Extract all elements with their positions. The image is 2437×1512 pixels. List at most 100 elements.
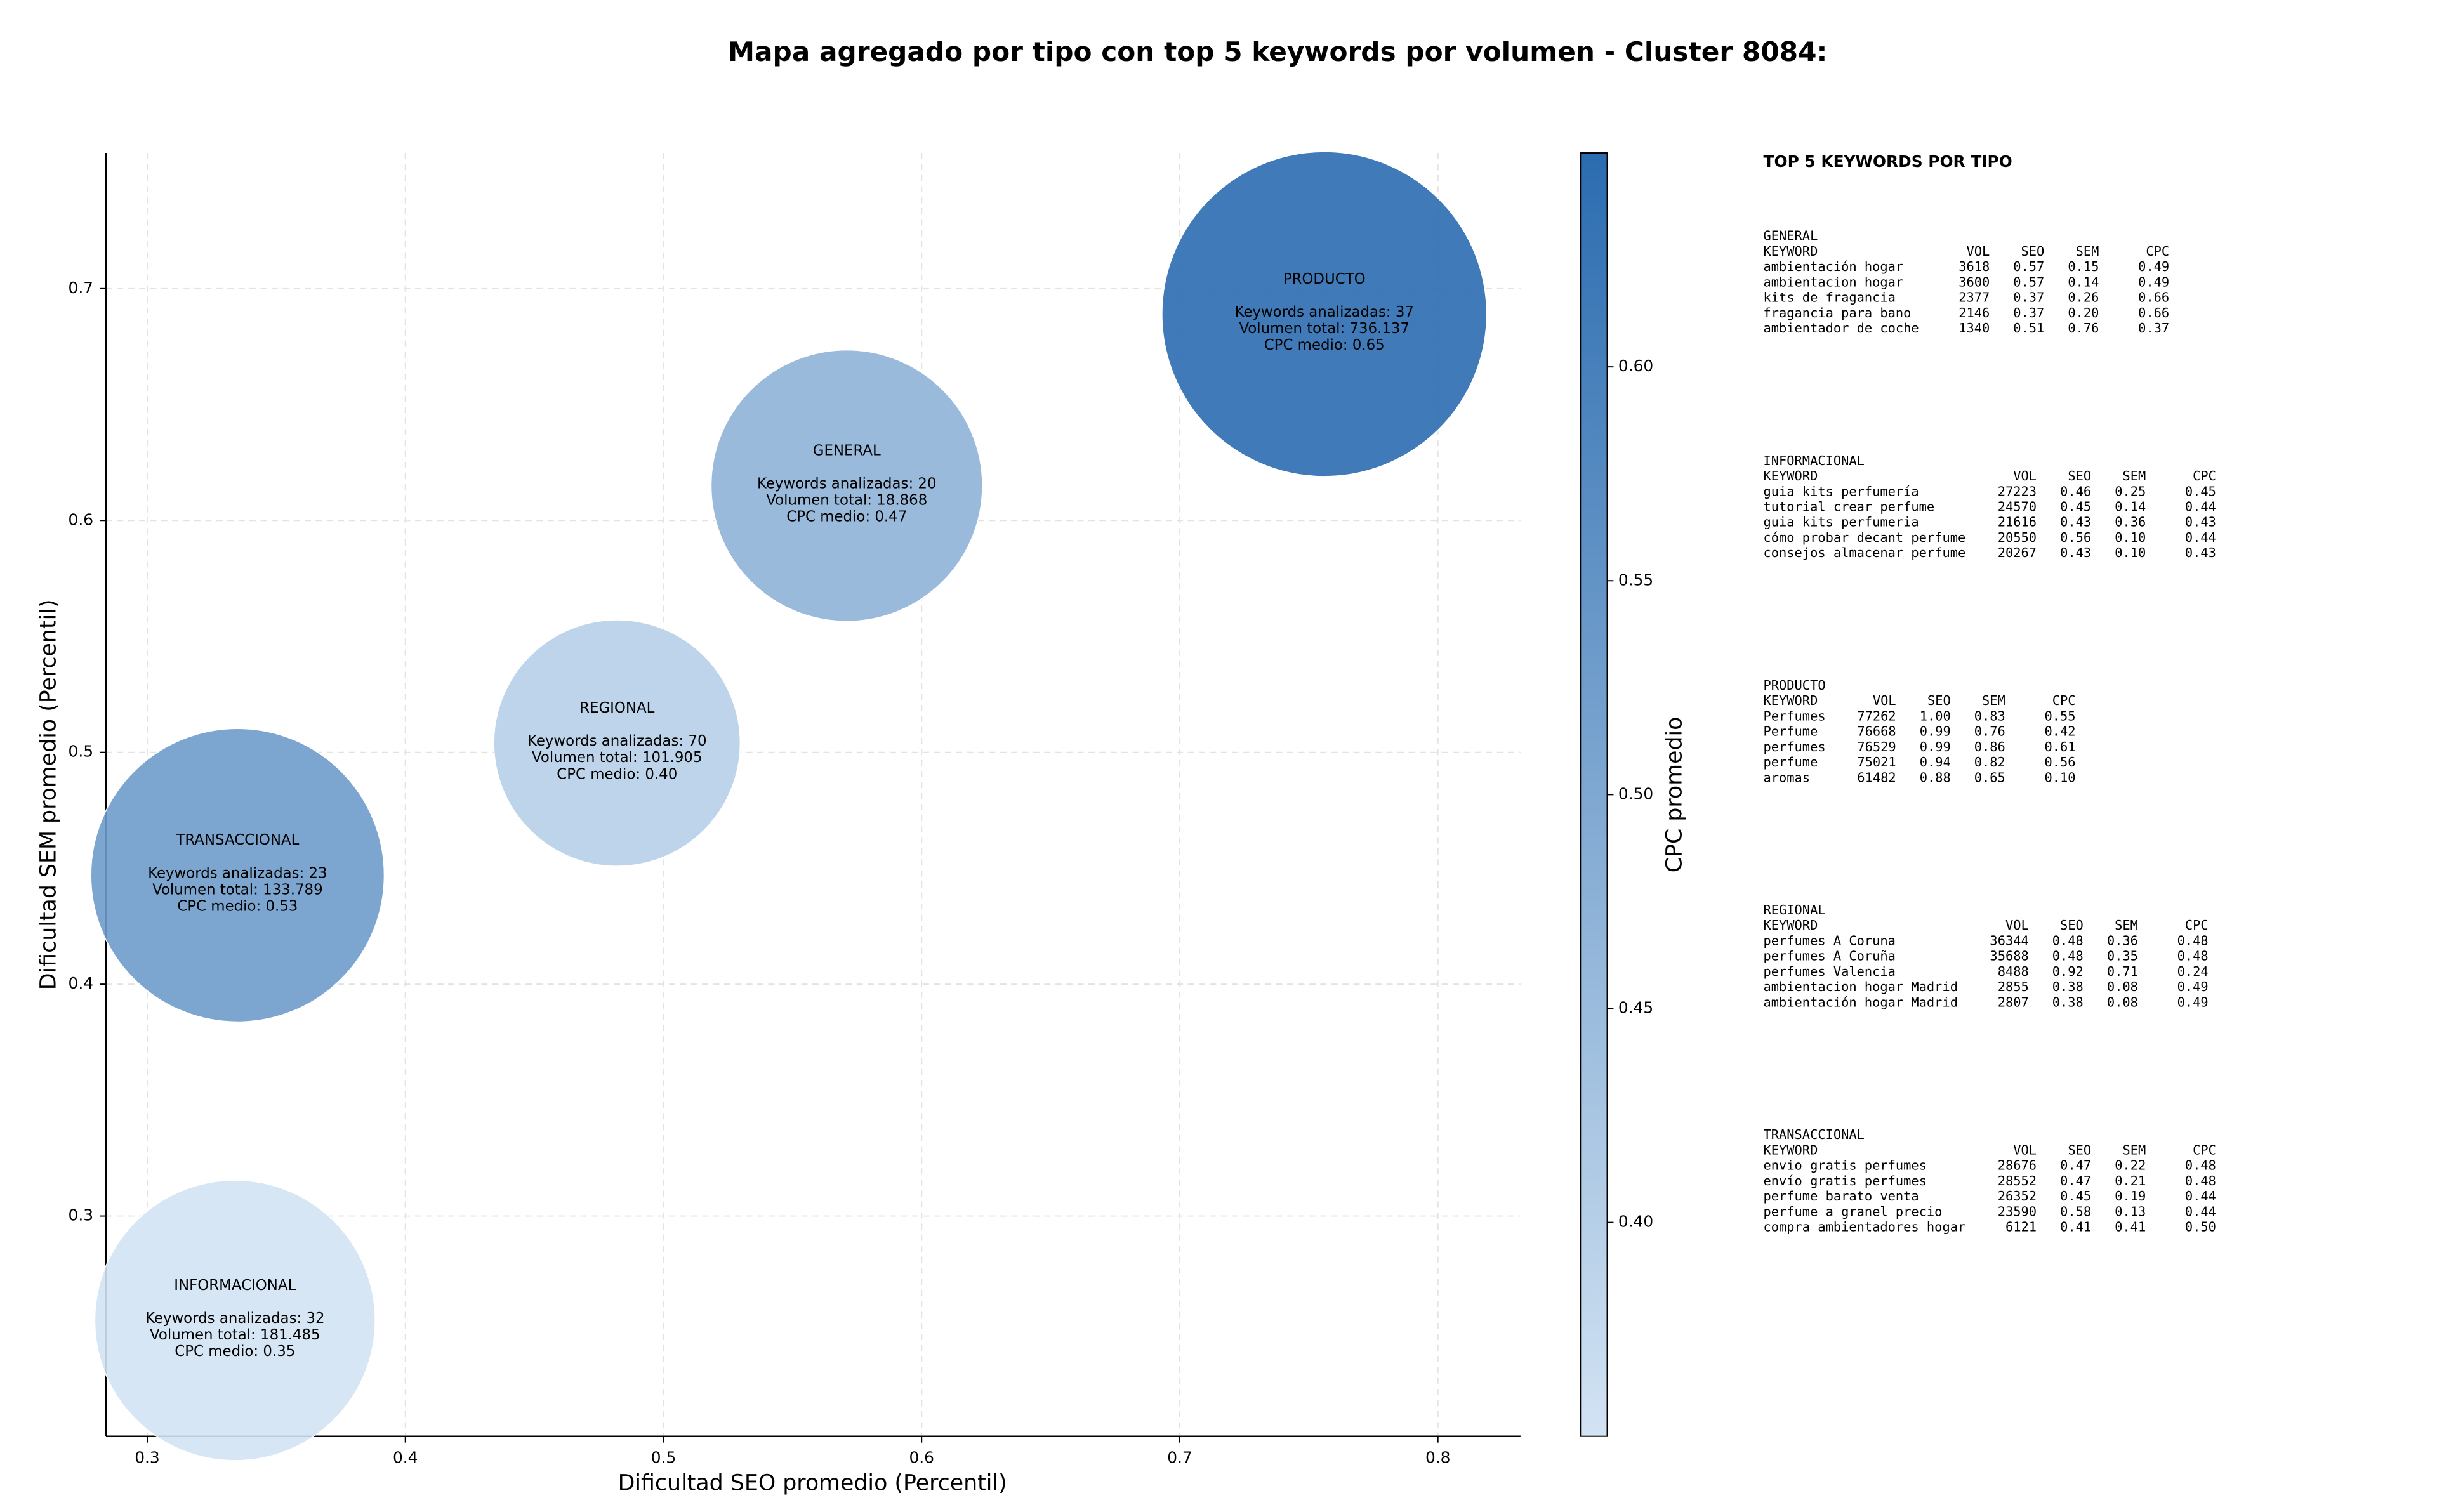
table-cell: 26352 <box>1998 1188 2037 1204</box>
table-cell: 2146 <box>1958 305 1990 320</box>
section-name: GENERAL <box>1764 228 1818 244</box>
table-cell: 28552 <box>1998 1173 2037 1188</box>
bubble-annotation: Keywords analizadas: 23 <box>148 865 327 881</box>
table-cell: 0.51 <box>2013 320 2044 336</box>
table-header: KEYWORD <box>1764 917 1818 933</box>
table-cell: 0.47 <box>2060 1158 2091 1173</box>
table-cell: ambientador de coche <box>1764 320 1919 336</box>
table-cell: guia kits perfumería <box>1764 483 1919 499</box>
table-cell: 0.42 <box>2045 724 2076 739</box>
table-cell: 0.44 <box>2185 499 2216 515</box>
table-cell: 0.48 <box>2177 933 2209 948</box>
bubble-annotation: Volumen total: 133.789 <box>152 881 323 898</box>
table-cell: 0.76 <box>2068 320 2099 336</box>
table-cell: perfume <box>1764 754 1818 770</box>
table-cell: compra ambientadores hogar <box>1764 1219 1966 1234</box>
table-cell: 2377 <box>1958 290 1990 305</box>
table-cell: aromas <box>1764 770 1811 785</box>
table-cell: perfumes A Coruna <box>1764 933 1896 948</box>
table-header: CPC <box>2185 917 2209 933</box>
table-cell: 0.49 <box>2177 979 2209 994</box>
bubble-annotation: CPC medio: 0.53 <box>177 898 298 915</box>
bubble-label: GENERAL <box>813 442 881 459</box>
table-cell: 0.10 <box>2115 530 2146 545</box>
table-cell: 0.76 <box>1974 724 2005 739</box>
table-cell: 0.21 <box>2115 1173 2146 1188</box>
bubble-label: PRODUCTO <box>1283 271 1366 287</box>
bubble-annotation: CPC medio: 0.35 <box>175 1343 295 1360</box>
colorbar-tick-label: 0.60 <box>1618 357 1653 375</box>
table-cell: 0.50 <box>2185 1219 2216 1234</box>
x-tick-label: 0.5 <box>651 1449 677 1467</box>
colorbar-tick-label: 0.50 <box>1618 784 1653 803</box>
table-cell: 0.88 <box>1920 770 1951 785</box>
table-header: KEYWORD <box>1764 1142 1818 1157</box>
section-name: REGIONAL <box>1764 902 1826 917</box>
table-cell: 2807 <box>1998 994 2029 1009</box>
bubble-annotation: Volumen total: 181.485 <box>150 1327 320 1343</box>
table-cell: 1.00 <box>1920 708 1951 723</box>
table-cell: 0.10 <box>2045 770 2076 785</box>
table-cell: 0.43 <box>2060 545 2091 560</box>
table-cell: 0.22 <box>2115 1158 2146 1173</box>
table-cell: perfumes <box>1764 739 1826 754</box>
x-tick-label: 0.8 <box>1425 1449 1451 1467</box>
bubble-annotation: CPC medio: 0.40 <box>557 766 677 782</box>
table-header: SEO <box>2068 1142 2091 1157</box>
table-cell: 0.57 <box>2013 259 2044 274</box>
table-cell: 0.56 <box>2045 754 2076 770</box>
table-header: VOL <box>2013 1142 2037 1157</box>
table-header: KEYWORD <box>1764 468 1818 483</box>
table-header: CPC <box>2052 693 2076 708</box>
table-cell: ambientacion hogar <box>1764 274 1904 289</box>
table-header: SEM <box>2076 244 2099 259</box>
table-cell: 20550 <box>1998 530 2037 545</box>
table-cell: tutorial crear perfume <box>1764 499 1935 515</box>
section-name: PRODUCTO <box>1764 678 1826 693</box>
table-cell: 0.43 <box>2185 545 2216 560</box>
table-cell: 0.58 <box>2060 1204 2091 1219</box>
bubble <box>710 349 983 622</box>
table-header: VOL <box>1966 244 1990 259</box>
bubble-annotation: CPC medio: 0.65 <box>1264 337 1385 353</box>
table-header: SEM <box>1982 693 2005 708</box>
table-cell: 0.49 <box>2177 994 2209 1009</box>
table-cell: fragancia para bano <box>1764 305 1912 320</box>
table-header: VOL <box>1873 693 1896 708</box>
table-cell: 75021 <box>1857 754 1896 770</box>
table-cell: perfume a granel precio <box>1764 1204 1943 1219</box>
colorbar-tick-label: 0.40 <box>1618 1213 1653 1231</box>
table-header: SEM <box>2115 917 2138 933</box>
bubble <box>90 728 385 1023</box>
table-cell: 27223 <box>1998 483 2037 499</box>
colorbar-tick-label: 0.45 <box>1618 998 1653 1016</box>
bubble-annotation: Keywords analizadas: 32 <box>145 1310 325 1327</box>
table-cell: 0.83 <box>1974 708 2005 723</box>
bubble-label: REGIONAL <box>579 700 655 716</box>
table-cell: 3600 <box>1958 274 1990 289</box>
table-cell: 0.55 <box>2045 708 2076 723</box>
table-header: SEO <box>2060 917 2084 933</box>
table-header: VOL <box>2005 917 2029 933</box>
table-header: VOL <box>2013 468 2037 483</box>
table-cell: 0.57 <box>2013 274 2044 289</box>
bubble-annotation: CPC medio: 0.47 <box>786 509 907 525</box>
table-cell: 76529 <box>1857 739 1896 754</box>
y-tick-label: 0.3 <box>69 1206 94 1225</box>
x-tick-label: 0.4 <box>393 1449 418 1467</box>
table-cell: 0.38 <box>2052 994 2084 1009</box>
table-cell: 76668 <box>1857 724 1896 739</box>
table-cell: 0.37 <box>2013 305 2044 320</box>
table-cell: 0.36 <box>2107 933 2138 948</box>
table-cell: 0.66 <box>2138 305 2169 320</box>
bubble-annotation: Keywords analizadas: 37 <box>1234 304 1414 320</box>
table-cell: 0.08 <box>2107 994 2138 1009</box>
table-cell: 0.65 <box>1974 770 2005 785</box>
x-tick-label: 0.6 <box>909 1449 934 1467</box>
table-cell: 0.66 <box>2138 290 2169 305</box>
table-cell: 0.44 <box>2185 1204 2216 1219</box>
table-cell: 0.24 <box>2177 964 2209 979</box>
table-cell: 0.61 <box>2045 739 2076 754</box>
table-cell: 0.46 <box>2060 483 2091 499</box>
